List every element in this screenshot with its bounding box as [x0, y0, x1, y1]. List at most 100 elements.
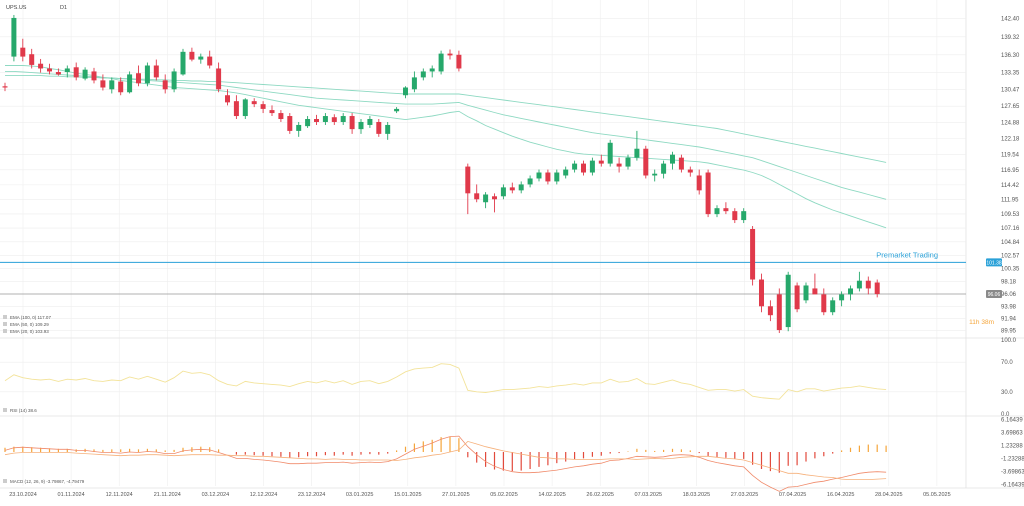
candle[interactable]: [785, 271, 791, 332]
candle[interactable]: [625, 154, 631, 170]
candle[interactable]: [394, 107, 400, 114]
candle[interactable]: [216, 62, 222, 93]
candle[interactable]: [750, 226, 756, 286]
candle[interactable]: [536, 169, 542, 182]
candle[interactable]: [776, 288, 782, 334]
candle[interactable]: [821, 288, 827, 316]
candle[interactable]: [492, 193, 497, 213]
candle[interactable]: [367, 116, 373, 128]
candle[interactable]: [705, 169, 711, 218]
candle[interactable]: [322, 113, 328, 125]
candle[interactable]: [331, 114, 337, 125]
candle[interactable]: [2, 82, 8, 92]
candle[interactable]: [714, 205, 720, 218]
candle[interactable]: [856, 271, 862, 292]
candle[interactable]: [260, 101, 266, 114]
candle[interactable]: [723, 202, 729, 215]
candle[interactable]: [233, 95, 239, 120]
candle[interactable]: [73, 62, 79, 81]
candle[interactable]: [100, 74, 106, 91]
candle[interactable]: [652, 169, 658, 182]
candle[interactable]: [589, 157, 595, 176]
candle[interactable]: [465, 163, 471, 215]
candle[interactable]: [29, 48, 35, 69]
candle[interactable]: [296, 121, 302, 137]
candle[interactable]: [554, 169, 560, 185]
candle[interactable]: [305, 116, 311, 128]
candle[interactable]: [874, 279, 880, 298]
candle[interactable]: [287, 113, 293, 134]
candle[interactable]: [581, 160, 586, 176]
candle[interactable]: [242, 98, 248, 120]
candle[interactable]: [429, 65, 435, 78]
candle[interactable]: [812, 273, 818, 295]
candle[interactable]: [634, 130, 640, 161]
candle[interactable]: [251, 98, 257, 108]
candle[interactable]: [839, 291, 845, 307]
candle[interactable]: [118, 77, 124, 96]
candle[interactable]: [420, 68, 426, 81]
candle[interactable]: [767, 300, 773, 322]
candle[interactable]: [741, 208, 747, 224]
candle[interactable]: [171, 68, 177, 93]
candle[interactable]: [269, 105, 275, 117]
candle[interactable]: [11, 14, 17, 62]
candle[interactable]: [518, 181, 524, 194]
candle[interactable]: [661, 160, 667, 179]
candle[interactable]: [678, 154, 684, 173]
candle[interactable]: [225, 89, 230, 106]
candle[interactable]: [670, 151, 675, 170]
candle[interactable]: [127, 71, 133, 94]
candle[interactable]: [278, 110, 284, 122]
candle[interactable]: [38, 58, 44, 73]
candle[interactable]: [848, 285, 853, 301]
candle[interactable]: [358, 119, 364, 134]
candle[interactable]: [438, 50, 444, 75]
candle[interactable]: [82, 67, 88, 81]
candle[interactable]: [563, 166, 569, 179]
candle[interactable]: [830, 297, 836, 316]
candle[interactable]: [136, 65, 141, 87]
candle[interactable]: [483, 192, 489, 209]
candle[interactable]: [598, 154, 604, 167]
candle[interactable]: [794, 282, 800, 313]
candle[interactable]: [20, 38, 26, 62]
candle[interactable]: [189, 47, 195, 62]
candle[interactable]: [616, 157, 622, 173]
candle[interactable]: [47, 63, 52, 75]
candle[interactable]: [474, 184, 480, 203]
candle[interactable]: [340, 113, 346, 125]
candle[interactable]: [55, 68, 61, 76]
candle[interactable]: [803, 282, 809, 304]
candle[interactable]: [732, 208, 738, 224]
candle[interactable]: [64, 65, 70, 78]
candle[interactable]: [180, 48, 186, 76]
candle[interactable]: [385, 121, 391, 140]
candle[interactable]: [91, 67, 97, 84]
candle[interactable]: [411, 71, 417, 93]
candle[interactable]: [759, 273, 764, 313]
candle[interactable]: [403, 86, 408, 99]
candle[interactable]: [696, 169, 702, 195]
candle[interactable]: [162, 74, 168, 94]
candle[interactable]: [865, 276, 871, 295]
candle[interactable]: [109, 77, 115, 94]
candle[interactable]: [687, 166, 693, 177]
candle[interactable]: [153, 59, 159, 81]
candle[interactable]: [456, 50, 462, 72]
candle[interactable]: [207, 50, 213, 69]
candle[interactable]: [572, 160, 578, 173]
candle[interactable]: [314, 114, 319, 125]
candle[interactable]: [144, 62, 150, 87]
candle[interactable]: [376, 119, 382, 137]
candle[interactable]: [447, 49, 453, 60]
candle[interactable]: [545, 169, 551, 185]
candle[interactable]: [500, 184, 506, 200]
candle[interactable]: [198, 53, 204, 64]
candle[interactable]: [643, 145, 649, 179]
candle[interactable]: [527, 175, 533, 188]
candle[interactable]: [349, 113, 355, 134]
candle[interactable]: [607, 139, 613, 167]
